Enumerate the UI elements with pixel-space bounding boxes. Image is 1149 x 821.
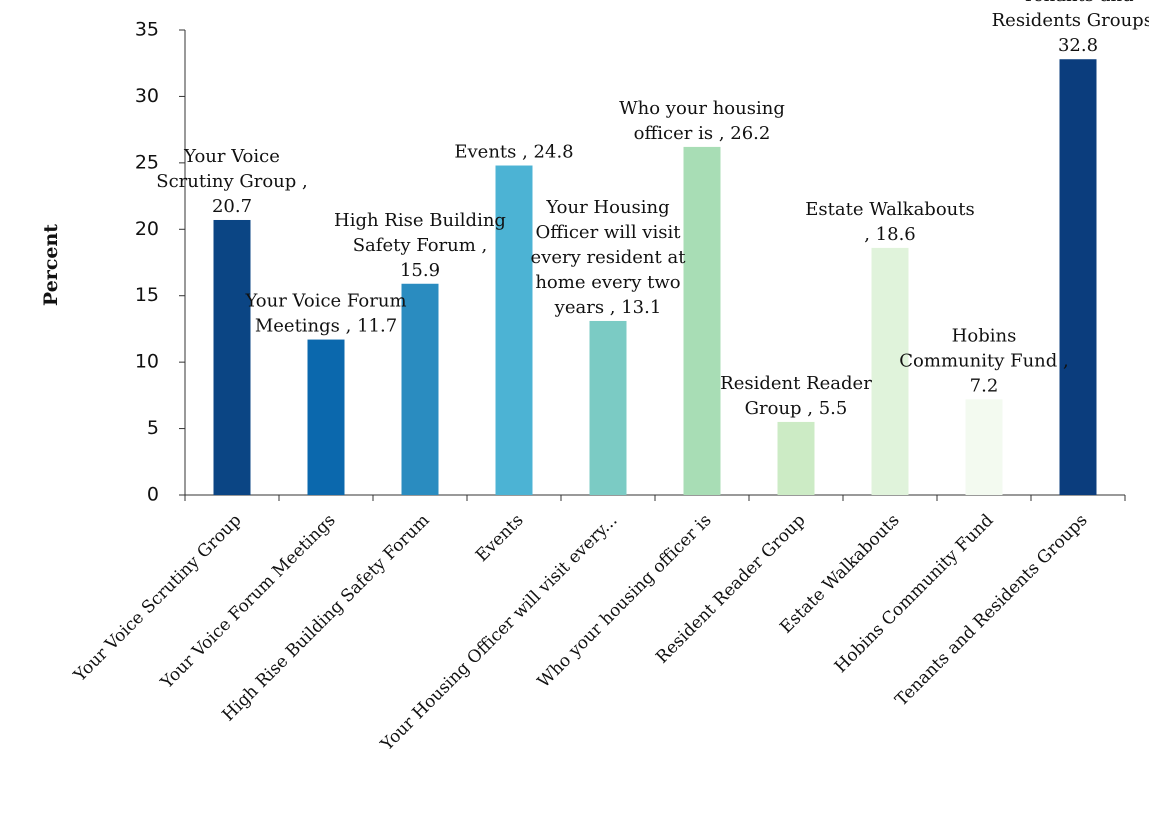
bar (683, 146, 721, 495)
y-axis-label: Percent (40, 224, 62, 306)
bar (871, 247, 909, 495)
x-tick-label: Events (472, 510, 528, 566)
x-tick-label: Who your housing officer is (534, 510, 716, 692)
bar (307, 339, 345, 495)
bar (589, 320, 627, 495)
bar (1059, 59, 1097, 495)
data-label: Your Housing Officer will visit every resi… (531, 197, 687, 318)
x-tick-label: Your Voice Forum Meetings (156, 510, 339, 693)
x-tick-label: Your Voice Scrutiny Group (69, 510, 245, 686)
bar (965, 399, 1003, 495)
bar (495, 165, 533, 495)
x-tick-label: Tenants and Residents Groups (892, 510, 1092, 710)
data-label: Who your housing officer is , 26.2 (619, 98, 785, 144)
bar (213, 219, 251, 495)
y-tick-label: 20 (135, 218, 159, 240)
y-tick-label: 0 (147, 484, 159, 506)
bars (213, 59, 1097, 495)
x-tick-label: High Rise Building Safety Forum (219, 510, 434, 725)
y-tick-label: 10 (135, 351, 159, 373)
y-tick-label: 30 (135, 85, 159, 107)
y-tick-label: 35 (135, 19, 159, 41)
data-label: Estate Walkabouts, 18.6 (805, 199, 974, 245)
x-tick-label: Hobins Community Fund (831, 510, 998, 677)
data-label: Hobins Community Fund , 7.2 (899, 325, 1068, 396)
data-label: Your Voice Forum Meetings , 11.7 (244, 291, 406, 337)
data-label: Events , 24.8 (454, 142, 573, 163)
y-tick-label: 15 (135, 284, 159, 306)
x-tick-label: Resident Reader Group (652, 510, 809, 667)
data-labels: Your Voice Scrutiny Group , 20.7 Your Voice… (156, 0, 1149, 419)
data-label: High Rise Building Safety Forum , 15.9 (334, 210, 506, 281)
bar (401, 283, 439, 495)
y-tick-label: 25 (135, 151, 159, 173)
y-tick-label: 5 (147, 417, 159, 439)
y-tick-labels: 0 5 10 15 20 25 30 35 (135, 19, 159, 506)
bar (777, 421, 815, 495)
data-label: Resident Reader Group , 5.5 (720, 373, 872, 419)
data-label: Your Voice Scrutiny Group , 20.7 (156, 146, 307, 217)
